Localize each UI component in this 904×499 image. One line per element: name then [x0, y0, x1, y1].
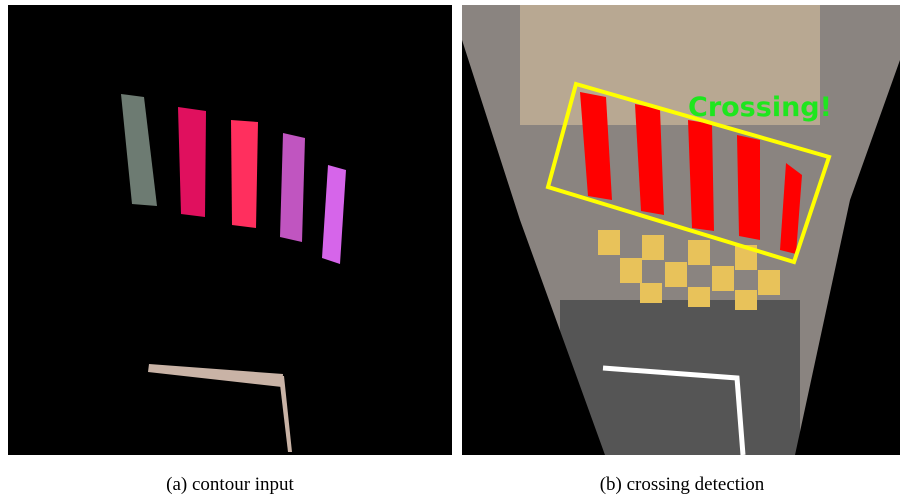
caption-b: (b) crossing detection — [600, 474, 765, 495]
overlay-label: Crossing! — [688, 92, 832, 123]
page: Crossing! (a) contour input (b) crossing… — [0, 0, 904, 499]
panel-b-image: Crossing! — [462, 5, 900, 455]
figure: Crossing! (a) contour input (b) crossing… — [0, 0, 904, 499]
panel-a-image — [8, 5, 452, 455]
caption-a: (a) contour input — [166, 474, 294, 495]
